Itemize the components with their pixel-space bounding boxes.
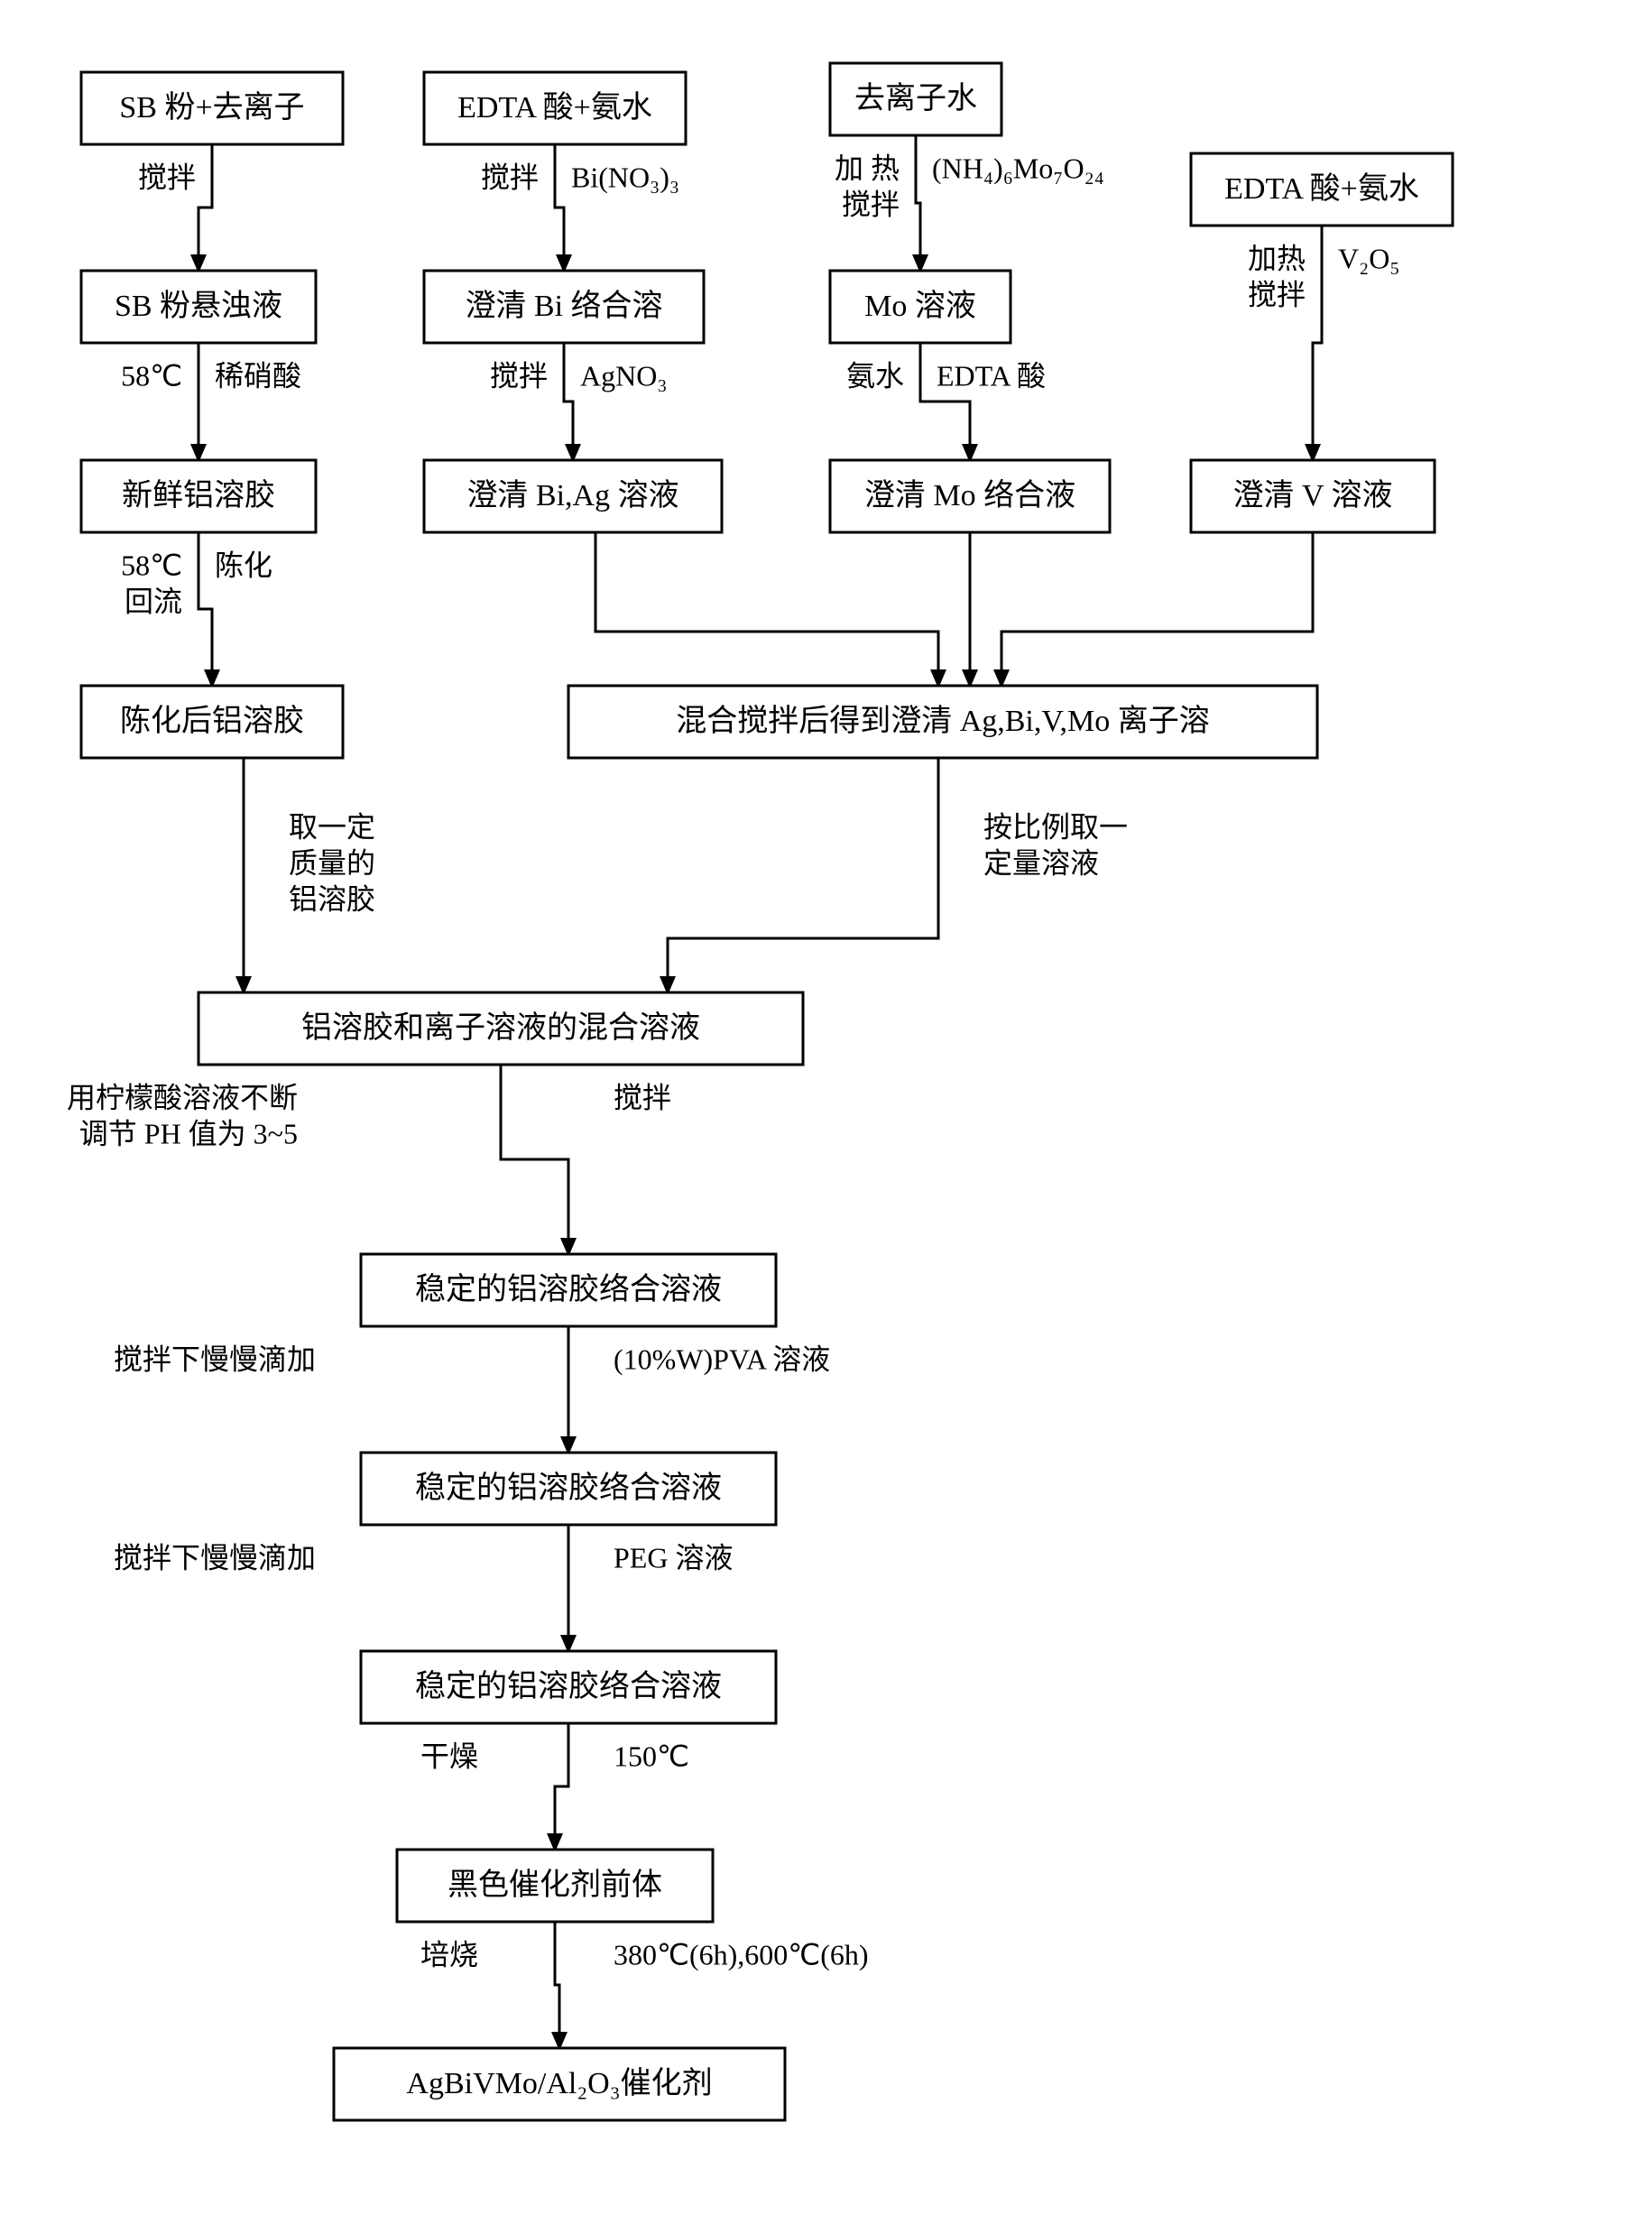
svg-text:150℃: 150℃ [614, 1740, 689, 1772]
flow-edge [1313, 226, 1322, 460]
svg-text:质量的: 质量的 [289, 846, 375, 879]
flow-node-label: 黑色催化剂前体 [448, 1868, 662, 1902]
flow-edge [555, 1723, 568, 1850]
flow-node-label: 澄清 Bi 络合溶 [465, 289, 662, 323]
svg-text:PEG 溶液: PEG 溶液 [614, 1541, 733, 1573]
svg-text:搅拌: 搅拌 [842, 188, 900, 220]
svg-text:搅拌: 搅拌 [1248, 278, 1306, 310]
flow-node-label: 稳定的铝溶胶络合溶液 [415, 1272, 722, 1306]
svg-text:V₂O₅: V₂O₅ [1338, 242, 1400, 274]
svg-text:搅拌: 搅拌 [481, 161, 539, 193]
svg-text:搅拌下慢慢滴加: 搅拌下慢慢滴加 [114, 1541, 316, 1573]
svg-text:取一定: 取一定 [289, 810, 375, 843]
svg-text:定量溶液: 定量溶液 [983, 846, 1099, 879]
svg-text:用柠檬酸溶液不断: 用柠檬酸溶液不断 [67, 1081, 298, 1113]
svg-text:干燥: 干燥 [420, 1740, 478, 1772]
flow-edge [501, 1065, 568, 1254]
flow-edge [1001, 532, 1313, 686]
flow-node-label: EDTA 酸+氨水 [457, 90, 652, 125]
flow-node-label: 去离子水 [854, 81, 977, 115]
flow-edge [198, 532, 212, 686]
svg-text:AgNO₃: AgNO₃ [580, 359, 667, 392]
svg-text:380℃(6h),600℃(6h): 380℃(6h),600℃(6h) [614, 1938, 869, 1970]
flow-edge [595, 532, 938, 686]
svg-text:58℃: 58℃ [121, 359, 182, 392]
flow-node-label: SB 粉悬浊液 [115, 289, 282, 323]
svg-text:(NH₄)₆Mo₇O₂₄: (NH₄)₆Mo₇O₂₄ [932, 152, 1104, 184]
svg-text:EDTA 酸: EDTA 酸 [937, 359, 1046, 392]
svg-text:氨水: 氨水 [846, 359, 904, 392]
svg-text:(10%W)PVA 溶液: (10%W)PVA 溶液 [614, 1343, 830, 1375]
svg-text:搅拌: 搅拌 [490, 359, 548, 392]
svg-text:陈化: 陈化 [215, 549, 272, 581]
flow-edge [555, 144, 564, 271]
flow-node-label: 混合搅拌后得到澄清 Ag,Bi,V,Mo 离子溶 [676, 704, 1210, 738]
svg-text:加热: 加热 [1248, 242, 1306, 274]
flow-node-label: 稳定的铝溶胶络合溶液 [415, 1669, 722, 1703]
flow-node-label: 新鲜铝溶胶 [122, 478, 275, 512]
flow-node-label: 铝溶胶和离子溶液的混合溶液 [301, 1010, 700, 1045]
svg-text:按比例取一: 按比例取一 [983, 810, 1128, 843]
flow-node-label: 澄清 Bi,Ag 溶液 [466, 478, 678, 512]
flow-node-label: EDTA 酸+氨水 [1224, 171, 1419, 206]
flow-node-label: 陈化后铝溶胶 [120, 704, 304, 738]
svg-text:加 热: 加 热 [835, 152, 900, 184]
flow-edge [668, 758, 938, 992]
svg-text:搅拌: 搅拌 [138, 161, 196, 193]
flow-node-label: SB 粉+去离子 [119, 90, 304, 125]
svg-text:回流: 回流 [125, 585, 182, 617]
flow-node-label: AgBiVMo/Al₂O₃催化剂 [406, 2066, 712, 2100]
svg-text:58℃: 58℃ [121, 549, 182, 581]
flow-node-label: 稳定的铝溶胶络合溶液 [415, 1471, 722, 1505]
svg-text:铝溶胶: 铝溶胶 [289, 882, 375, 915]
svg-text:培烧: 培烧 [420, 1938, 478, 1970]
flowchart-canvas: 搅拌58℃稀硝酸58℃回流陈化搅拌Bi(NO₃)₃搅拌AgNO₃加 热搅拌(NH… [36, 36, 1652, 2188]
flow-node-label: 澄清 Mo 络合液 [864, 478, 1075, 512]
flow-node-label: Mo 溶液 [864, 289, 976, 323]
svg-text:搅拌下慢慢滴加: 搅拌下慢慢滴加 [114, 1343, 316, 1375]
svg-text:搅拌: 搅拌 [614, 1081, 671, 1113]
svg-text:Bi(NO₃)₃: Bi(NO₃)₃ [571, 161, 679, 193]
flow-edge [555, 1922, 559, 2048]
flow-edge [198, 144, 212, 271]
flow-edge [916, 135, 920, 271]
flow-edge [564, 343, 573, 460]
svg-text:调节 PH 值为 3~5: 调节 PH 值为 3~5 [79, 1117, 298, 1149]
svg-text:稀硝酸: 稀硝酸 [215, 359, 301, 392]
flow-node-label: 澄清 V 溶液 [1233, 478, 1393, 512]
